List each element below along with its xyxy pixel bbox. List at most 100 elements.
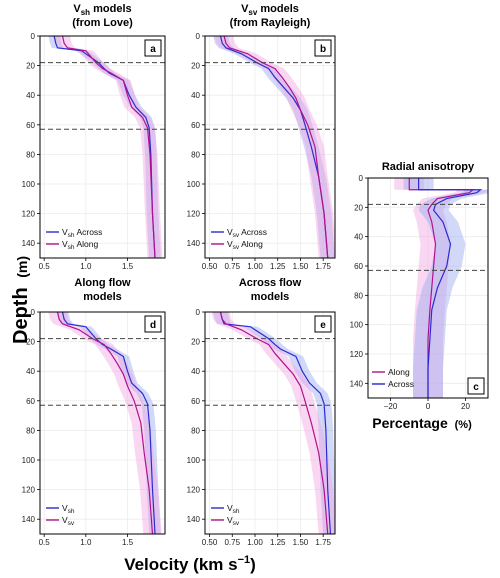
ytick-label: 120 <box>22 486 36 495</box>
xlabel-c-unit: (%) <box>455 419 472 431</box>
panel-d: Along flow models 0.5 1.0 1.5 0 20 40 60 80 100 120… <box>22 277 166 547</box>
band-blue <box>213 312 335 534</box>
shared-ylabel: Depth (m) <box>10 256 32 344</box>
ytick-label: 80 <box>191 426 200 435</box>
panel-letter: d <box>150 320 156 331</box>
title-sub: sv <box>248 8 257 17</box>
ytick-label: 80 <box>26 150 35 159</box>
series-line-blue <box>219 312 332 534</box>
ytick-label: 20 <box>191 338 200 347</box>
ytick-label: 20 <box>191 62 200 71</box>
ytick-label: 0 <box>31 308 36 317</box>
ytick-label: 40 <box>26 367 35 376</box>
ytick-label: 120 <box>187 486 201 495</box>
ytick-label: 40 <box>191 91 200 100</box>
xtick-label: 1.25 <box>270 538 286 547</box>
ytick-label: 140 <box>187 515 201 524</box>
ytick-label: 120 <box>22 210 36 219</box>
ytick-label: 40 <box>26 91 35 100</box>
series-line-magenta <box>56 312 154 534</box>
xtick-label: 20 <box>461 402 470 411</box>
xtick-label: 1.0 <box>80 538 92 547</box>
ytick-label: 60 <box>191 121 200 130</box>
xtick-label: 0.50 <box>202 538 218 547</box>
panel-d-plot <box>40 312 165 534</box>
xtick-label: 0.75 <box>224 262 240 271</box>
xlabel-sup: −1 <box>238 554 251 566</box>
title-main: V <box>73 3 81 15</box>
panel-c-xlabel: Percentage (%) <box>372 415 472 431</box>
xtick-label: 1.00 <box>247 262 263 271</box>
xtick-label: 1.50 <box>293 262 309 271</box>
ytick-label: 100 <box>187 180 201 189</box>
ytick-label: 0 <box>31 32 36 41</box>
xtick-label: −20 <box>384 402 398 411</box>
series-line-blue <box>418 178 483 398</box>
panel-letter: a <box>150 44 156 55</box>
panel-a-subtitle: (from Love) <box>72 17 133 29</box>
ytick-label: 20 <box>26 62 35 71</box>
panel-c-title: Radial anisotropy <box>382 161 475 173</box>
ytick-label: 100 <box>22 456 36 465</box>
ytick-label: 80 <box>354 291 363 300</box>
band-blue <box>213 36 335 258</box>
xlabel-text: Velocity (km s <box>124 555 237 574</box>
panel-a: Vsh models(from Love) 0.5 1.0 1.5 0 20 40 60 80 1… <box>22 3 166 271</box>
xtick-label: 0.50 <box>202 262 218 271</box>
legend-entry: Vsh <box>227 503 240 515</box>
series-line-magenta <box>408 178 475 398</box>
panel-d-title: Along flow <box>74 277 131 289</box>
ylabel-text: Depth <box>10 287 32 344</box>
xtick-label: 1.50 <box>293 538 309 547</box>
panel-e: Across flow models 0.50 0.75 1.00 1.25 1.50 1.7… <box>187 277 336 547</box>
title-main: V <box>241 3 249 15</box>
panel-b-subtitle: (from Rayleigh) <box>230 17 311 29</box>
panel-letter-box <box>314 315 332 333</box>
panel-b: Vsv models(from Rayleigh)0.50 0.75 1.00 1.2… <box>187 3 336 271</box>
legend-entry: Vsh Along <box>62 239 98 251</box>
xtick-label: 0.5 <box>39 262 51 271</box>
panel-letter: c <box>473 382 479 393</box>
legend-entry: Vsv <box>227 515 240 527</box>
band-magenta <box>55 36 163 258</box>
panel-c-plot <box>368 178 488 398</box>
panel-b-plot <box>205 36 335 258</box>
legend-entry: Vsv <box>62 515 75 527</box>
panel-d-frame <box>39 311 166 535</box>
legend-entry: Vsh Across <box>62 227 102 239</box>
xtick-label: 1.75 <box>315 538 331 547</box>
xtick-label: 1.0 <box>80 262 92 271</box>
panel-d-subtitle: models <box>83 291 122 303</box>
band-magenta <box>211 312 335 534</box>
ylabel-unit: (m) <box>14 256 30 278</box>
panel-letter-box <box>467 377 485 395</box>
ytick-label: 140 <box>22 515 36 524</box>
xlabel-c-text: Percentage <box>372 415 448 431</box>
panel-a-frame <box>39 35 166 259</box>
xtick-label: 1.75 <box>315 262 331 271</box>
ytick-label: 60 <box>191 397 200 406</box>
panel-letter: e <box>320 320 326 331</box>
ytick-label: 120 <box>350 350 364 359</box>
ytick-label: 20 <box>354 203 363 212</box>
ytick-label: 0 <box>196 32 201 41</box>
legend-entry: Vsv Along <box>227 239 263 251</box>
panel-letter-box <box>314 39 332 57</box>
panel-b-frame <box>204 35 336 259</box>
ytick-label: 0 <box>359 174 364 183</box>
panel-a-title: Vsh models <box>73 3 131 17</box>
xtick-label: 0.75 <box>224 538 240 547</box>
ytick-label: 40 <box>354 233 363 242</box>
shared-xlabel: Velocity (km s−1) <box>124 554 256 574</box>
ytick-label: 60 <box>26 121 35 130</box>
ytick-label: 100 <box>22 180 36 189</box>
xtick-label: 1.5 <box>122 262 134 271</box>
series-line-blue <box>61 312 156 534</box>
panel-e-frame <box>204 311 336 535</box>
title-sub: sh <box>81 8 90 17</box>
ytick-label: 80 <box>26 426 35 435</box>
panel-a-plot <box>40 36 165 258</box>
panel-b-title: Vsv models <box>241 3 299 17</box>
panel-letter-box <box>144 315 162 333</box>
